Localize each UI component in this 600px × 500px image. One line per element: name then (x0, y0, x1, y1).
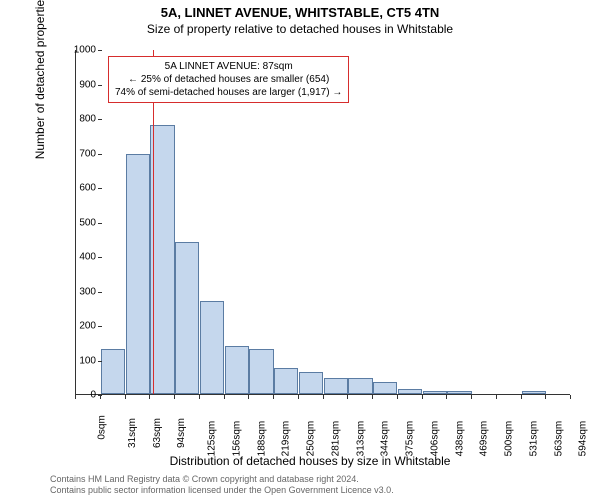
x-tick-mark (298, 395, 299, 399)
histogram-bar (150, 125, 174, 394)
x-tick-mark (422, 395, 423, 399)
y-tick-mark (98, 50, 102, 51)
y-tick-mark (98, 326, 102, 327)
x-tick-mark (496, 395, 497, 399)
histogram-bar (249, 349, 273, 394)
x-tick-mark (149, 395, 150, 399)
x-tick-label: 125sqm (207, 421, 218, 457)
y-tick-label: 900 (68, 79, 96, 90)
y-tick-label: 200 (68, 321, 96, 332)
histogram-bar (175, 242, 199, 394)
info-line-3: 74% of semi-detached houses are larger (… (115, 86, 342, 99)
y-tick-mark (98, 257, 102, 258)
histogram-bar (348, 378, 372, 394)
x-tick-mark (471, 395, 472, 399)
histogram-bar (373, 382, 397, 394)
y-tick-label: 300 (68, 286, 96, 297)
histogram-bar (126, 154, 150, 394)
x-tick-label: 0sqm (96, 415, 107, 439)
x-tick-mark (570, 395, 571, 399)
y-tick-label: 800 (68, 114, 96, 125)
x-tick-mark (199, 395, 200, 399)
histogram-bar (522, 391, 546, 394)
x-tick-label: 313sqm (355, 421, 366, 457)
x-tick-label: 250sqm (306, 421, 317, 457)
histogram-bar (101, 349, 125, 394)
x-tick-mark (248, 395, 249, 399)
histogram-bar (200, 301, 224, 394)
x-tick-label: 281sqm (330, 421, 341, 457)
info-line-2: ← 25% of detached houses are smaller (65… (115, 73, 342, 86)
chart-subtitle: Size of property relative to detached ho… (0, 20, 600, 36)
chart-container: Number of detached properties 5A LINNET … (50, 50, 570, 420)
x-tick-label: 63sqm (152, 418, 163, 448)
x-tick-label: 500sqm (504, 421, 515, 457)
credits: Contains HM Land Registry data © Crown c… (50, 474, 394, 496)
x-tick-label: 94sqm (176, 418, 187, 448)
x-tick-mark (273, 395, 274, 399)
y-tick-label: 1000 (68, 45, 96, 56)
plot-area: 5A LINNET AVENUE: 87sqm ← 25% of detache… (75, 50, 570, 395)
x-tick-mark (75, 395, 76, 399)
x-tick-mark (347, 395, 348, 399)
y-tick-mark (98, 292, 102, 293)
y-tick-label: 100 (68, 355, 96, 366)
credits-line-1: Contains HM Land Registry data © Crown c… (50, 474, 394, 485)
x-tick-mark (224, 395, 225, 399)
y-tick-mark (98, 119, 102, 120)
info-line-1: 5A LINNET AVENUE: 87sqm (115, 60, 342, 73)
y-axis-label: Number of detached properties (33, 0, 47, 159)
y-tick-label: 700 (68, 148, 96, 159)
histogram-bar (423, 391, 447, 394)
x-tick-mark (446, 395, 447, 399)
y-tick-mark (98, 188, 102, 189)
histogram-bar (299, 372, 323, 394)
y-tick-mark (98, 154, 102, 155)
histogram-bar (274, 368, 298, 394)
x-tick-label: 406sqm (429, 421, 440, 457)
x-tick-label: 563sqm (553, 421, 564, 457)
x-tick-label: 188sqm (256, 421, 267, 457)
y-tick-label: 500 (68, 217, 96, 228)
x-tick-label: 469sqm (479, 421, 490, 457)
x-tick-mark (174, 395, 175, 399)
x-tick-mark (545, 395, 546, 399)
x-tick-mark (323, 395, 324, 399)
x-tick-mark (397, 395, 398, 399)
chart-title: 5A, LINNET AVENUE, WHITSTABLE, CT5 4TN (0, 0, 600, 20)
x-tick-mark (521, 395, 522, 399)
x-tick-label: 156sqm (231, 421, 242, 457)
x-tick-label: 438sqm (454, 421, 465, 457)
y-tick-label: 400 (68, 252, 96, 263)
x-tick-label: 219sqm (281, 421, 292, 457)
histogram-bar (324, 378, 348, 394)
x-tick-label: 594sqm (578, 421, 589, 457)
x-tick-label: 531sqm (528, 421, 539, 457)
x-tick-label: 344sqm (380, 421, 391, 457)
y-tick-label: 0 (68, 390, 96, 401)
y-tick-mark (98, 223, 102, 224)
y-tick-mark (98, 85, 102, 86)
x-tick-mark (100, 395, 101, 399)
y-tick-label: 600 (68, 183, 96, 194)
x-tick-mark (372, 395, 373, 399)
x-tick-label: 375sqm (405, 421, 416, 457)
credits-line-2: Contains public sector information licen… (50, 485, 394, 496)
x-tick-label: 31sqm (127, 418, 138, 448)
histogram-bar (225, 346, 249, 394)
x-tick-mark (125, 395, 126, 399)
histogram-bar (447, 391, 471, 394)
histogram-bar (398, 389, 422, 394)
y-tick-mark (98, 361, 102, 362)
info-box: 5A LINNET AVENUE: 87sqm ← 25% of detache… (108, 56, 349, 103)
